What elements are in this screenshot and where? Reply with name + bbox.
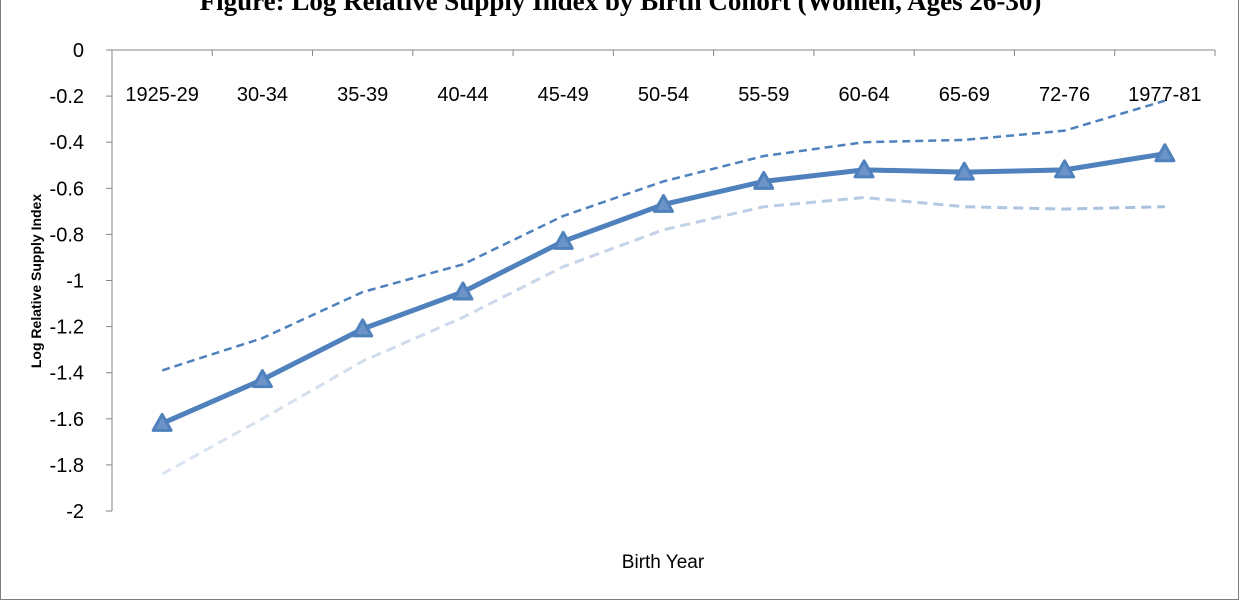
series-markers [151,143,1176,432]
x-tick-label: 1925-29 [125,84,198,106]
x-tick-label: 30-34 [237,84,288,106]
series-lines [161,99,1166,476]
y-tick-label: -0.2 [50,86,84,108]
y-tick-label: -0.4 [50,132,84,154]
x-tick-label: 60-64 [838,84,889,106]
data-point-marker [251,369,273,389]
x-tick-label: 72-76 [1039,84,1090,106]
y-tick-label: -1.4 [50,363,84,385]
data-point-marker [151,412,173,432]
y-tick-label: -1 [66,271,84,293]
series-line-lower [161,196,1165,476]
y-tick-label: -1.8 [50,455,84,477]
x-tick-label: 55-59 [738,84,789,106]
data-point-marker [653,193,674,213]
y-axis-title: Log Relative Supply Index [28,194,44,368]
x-tick-label: 50-54 [638,84,689,106]
x-tick-label: 1977-81 [1128,84,1201,106]
data-point-marker [753,170,775,190]
data-point-marker [1154,143,1176,163]
y-tick-label: 0 [73,40,84,62]
data-point-marker [853,159,875,179]
x-axis-title: Birth Year [622,552,705,573]
data-point-marker [953,161,975,181]
chart-title: Figure: Log Relative Supply Index by Bir… [199,0,1042,16]
data-point-marker [1054,159,1076,179]
y-tick-label: -1.2 [50,317,84,339]
data-point-marker [352,318,374,338]
x-tick-label: 65-69 [939,84,990,106]
y-tick-label: -0.8 [50,224,84,246]
series-line-upper [161,99,1166,372]
x-tick-label: 40-44 [437,84,488,106]
y-axis: 0 -0.2 -0.4 -0.6 -0.8 -1 -1.2 -1.4 -1.6 -1.8 -2 [50,40,113,523]
y-tick-label: -2 [66,501,84,523]
x-axis: 1925-29 30-34 35-39 40-44 45-49 50-54 55-59 60-… [111,49,1216,106]
x-tick-label: 45-49 [538,84,589,106]
y-tick-label: -0.6 [50,178,84,200]
data-point-marker [452,281,474,301]
x-tick-label: 35-39 [337,84,388,106]
y-tick-label: -1.6 [50,409,84,431]
data-point-marker [552,230,574,250]
